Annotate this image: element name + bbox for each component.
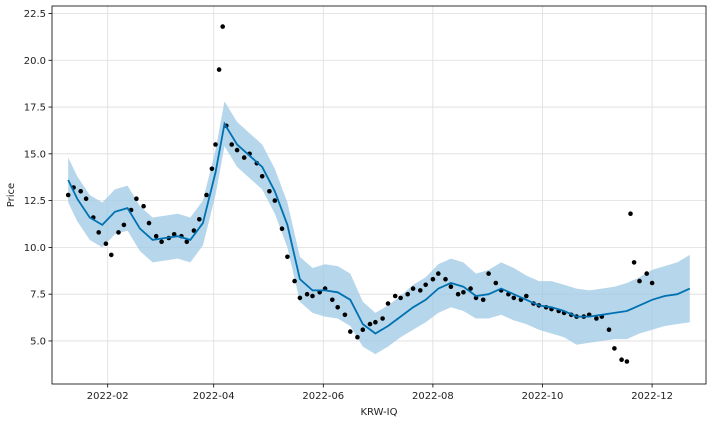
observed-point (229, 142, 234, 147)
observed-point (209, 166, 215, 172)
y-tick-label: 12.5 (24, 196, 46, 207)
observed-point (159, 239, 164, 245)
observed-point (461, 290, 466, 295)
observed-point (184, 239, 190, 245)
observed-point (367, 321, 373, 327)
observed-point (348, 329, 353, 334)
observed-point (279, 226, 285, 231)
observed-point (267, 189, 272, 194)
observed-point (103, 241, 109, 246)
observed-point (83, 196, 89, 201)
y-tick-label: 7.5 (30, 290, 46, 301)
observed-point (355, 334, 360, 340)
observed-point (594, 316, 599, 321)
observed-point (342, 312, 348, 318)
observed-point (65, 192, 71, 198)
observed-point (78, 189, 83, 194)
observed-point (197, 217, 202, 222)
observed-point (109, 252, 114, 258)
observed-point (292, 278, 297, 284)
observed-point (259, 174, 265, 179)
observed-point (360, 327, 366, 333)
observed-point (241, 155, 247, 160)
observed-point (204, 192, 209, 198)
observed-point (297, 295, 303, 301)
x-tick-label: 2022-10 (522, 391, 564, 402)
observed-point (96, 230, 101, 235)
observed-point (373, 319, 378, 325)
observed-point (524, 293, 529, 299)
observed-point (511, 295, 517, 301)
uncertainty-band-layer (68, 101, 690, 355)
observed-point (405, 291, 411, 297)
forecast-line (67, 121, 691, 335)
observed-point (637, 278, 642, 284)
observed-point (385, 301, 391, 306)
observed-point (455, 291, 461, 297)
observed-point (220, 24, 225, 29)
observed-point (304, 291, 310, 297)
observed-point (153, 233, 159, 239)
observed-point (473, 295, 479, 301)
y-axis-ticks: 5.0 7.5 10.0 12.5 15.0 17.5 20.0 22.5 (24, 9, 52, 347)
observed-point (410, 286, 416, 291)
observed-point (121, 222, 127, 228)
observed-point (628, 211, 633, 216)
observed-point (480, 297, 486, 303)
plot-border (51, 5, 707, 385)
observed-point (644, 271, 649, 276)
y-tick-label: 10.0 (24, 243, 46, 254)
observed-point (606, 327, 612, 333)
observed-point (191, 228, 197, 233)
y-axis-label: Price (6, 183, 17, 207)
x-tick-label: 2022-06 (302, 391, 344, 402)
observed-point (486, 271, 491, 276)
observed-point (430, 276, 436, 282)
y-tick-label: 15.0 (24, 149, 46, 160)
observed-point (423, 282, 429, 288)
observed-point (631, 260, 637, 265)
observed-point (468, 286, 473, 291)
forecast-line-layer (67, 121, 691, 335)
x-tick-label: 2022-02 (87, 391, 129, 402)
observed-point (619, 357, 624, 363)
observed-point (141, 203, 146, 209)
observed-point (612, 346, 617, 351)
y-tick-label: 22.5 (24, 9, 46, 20)
observed-point (448, 284, 454, 290)
observed-point (398, 295, 403, 301)
observed-point (171, 232, 177, 237)
observed-point (624, 359, 630, 364)
x-tick-label: 2022-04 (193, 391, 235, 402)
observed-point (436, 271, 441, 276)
observed-point (234, 147, 240, 153)
x-axis-label: KRW-IQ (360, 407, 397, 418)
y-tick-label: 5.0 (30, 336, 46, 347)
observed-point (285, 254, 290, 260)
observed-point (392, 293, 398, 299)
observed-point (213, 142, 218, 147)
observed-point (443, 276, 448, 282)
observed-point (216, 67, 222, 72)
observed-point (493, 280, 499, 286)
x-tick-label: 2022-12 (631, 391, 673, 402)
y-tick-label: 20.0 (24, 56, 46, 67)
y-tick-label: 17.5 (24, 103, 46, 114)
observed-point (116, 230, 121, 235)
x-axis-ticks: 2022-02 2022-04 2022-06 2022-08 2022-10 2022-… (87, 384, 673, 402)
observed-point (380, 316, 385, 321)
observed-point (649, 280, 655, 286)
observed-point (134, 196, 139, 201)
observed-point (335, 305, 341, 310)
observed-point (146, 220, 152, 226)
observed-point (272, 198, 278, 203)
observed-point (418, 288, 423, 293)
observed-point (330, 297, 335, 303)
x-tick-label: 2022-08 (412, 391, 454, 402)
plot-frame (51, 5, 707, 385)
observed-point (310, 293, 315, 299)
uncertainty-band (68, 101, 690, 355)
